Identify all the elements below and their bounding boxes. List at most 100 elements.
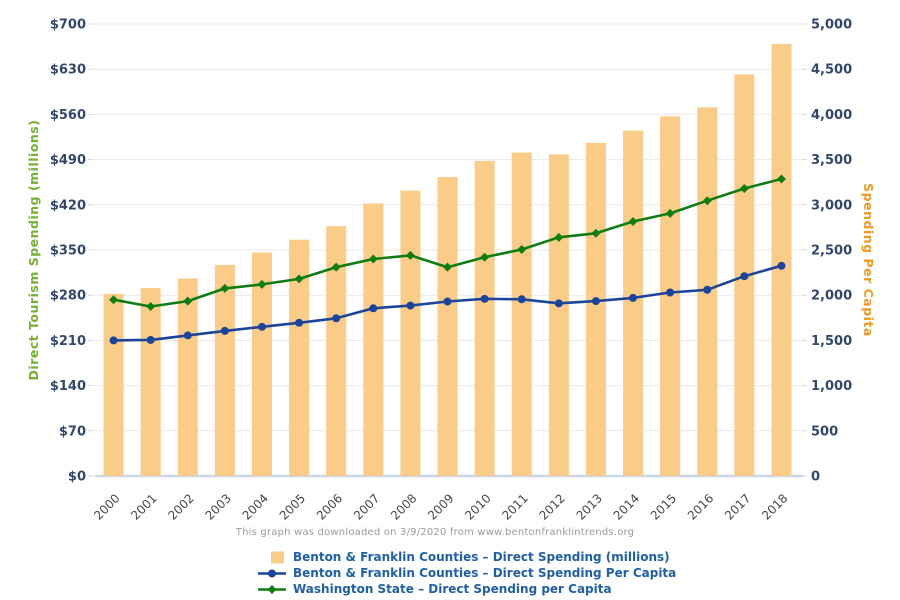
county-per-capita-point-2016: [703, 285, 712, 294]
line-circle-marker-icon: [258, 569, 286, 577]
legend-item-county-spending: Benton & Franklin Counties – Direct Spen…: [257, 549, 676, 565]
left-axis-tick-label: $420: [50, 198, 86, 213]
right-axis-tick-label: 4,500: [811, 63, 852, 78]
state-per-capita-point-2011: [517, 245, 527, 255]
right-axis-tick-label: 2,000: [811, 289, 852, 304]
state-per-capita-point-2000: [109, 295, 119, 305]
bar-2009: [437, 177, 458, 476]
bar-2008: [400, 190, 421, 476]
right-axis-tick-label: 0: [811, 470, 820, 485]
left-axis-tick-label: $560: [50, 108, 86, 123]
bar-2004: [251, 252, 272, 476]
bar-swatch-icon: [271, 551, 284, 563]
county-per-capita-point-2010: [480, 294, 489, 303]
bar-2018: [771, 44, 792, 476]
x-axis-tick-label-2018: 2018: [759, 491, 790, 522]
county-per-capita-point-2013: [591, 297, 600, 306]
right-axis-title: Spending Per Capita: [861, 183, 876, 337]
county-per-capita-point-2000: [109, 336, 118, 345]
county-per-capita-point-2007: [369, 304, 378, 313]
bar-2002: [177, 278, 198, 476]
county-per-capita-point-2009: [443, 297, 452, 306]
state-per-capita-point-2004: [257, 279, 267, 289]
x-axis-tick-label-2007: 2007: [351, 491, 382, 522]
county-per-capita-point-2014: [629, 293, 638, 302]
county-per-capita-point-2017: [740, 272, 749, 281]
bar-2007: [363, 203, 384, 476]
x-axis-tick-label-2014: 2014: [611, 491, 642, 522]
left-axis-tick-label: $210: [50, 334, 86, 349]
state-per-capita-point-2005: [294, 274, 304, 284]
bar-2013: [585, 142, 606, 476]
county-per-capita-point-2003: [220, 326, 229, 335]
x-axis-tick-label-2005: 2005: [277, 491, 308, 522]
county-per-capita-point-2018: [777, 261, 786, 270]
state-per-capita-point-2009: [443, 262, 452, 272]
state-per-capita-point-2007: [368, 254, 378, 264]
x-axis-tick-label-2001: 2001: [128, 491, 159, 522]
right-axis-tick-label: 2,500: [811, 244, 852, 259]
state-per-capita-point-2013: [591, 228, 601, 238]
legend: Benton & Franklin Counties – Direct Spen…: [257, 549, 676, 597]
right-axis-tick-label: 1,500: [811, 334, 852, 349]
state-per-capita-point-2014: [628, 217, 638, 227]
bar-2011: [511, 152, 532, 477]
bar-2000: [103, 293, 124, 476]
county-per-capita-point-2008: [406, 301, 415, 310]
left-axis-tick-label: $0: [68, 470, 86, 485]
state-per-capita-point-2002: [183, 296, 193, 306]
x-axis-tick-label-2012: 2012: [536, 491, 567, 522]
left-axis-tick-label: $280: [50, 289, 86, 304]
state-per-capita-point-2012: [554, 232, 564, 242]
legend-item-state-per-capita: Washington State – Direct Spending per C…: [257, 581, 676, 597]
county-per-capita-point-2002: [183, 331, 192, 340]
legend-label: Washington State – Direct Spending per C…: [293, 582, 612, 596]
left-axis-tick-label: $630: [50, 63, 86, 78]
left-axis-tick-label: $350: [50, 244, 86, 259]
right-axis-tick-label: 500: [811, 424, 838, 439]
chart-plot-area: $0 $70 $140 $210 $280 $350 $420 $490 $560 $630 $70…: [26, 18, 876, 523]
left-axis-title: Direct Tourism Spending (millions): [26, 120, 41, 381]
legend-label: Benton & Franklin Counties – Direct Spen…: [293, 566, 677, 580]
bar-2005: [289, 239, 310, 476]
state-per-capita-point-2018: [776, 174, 786, 184]
left-axis-tick-label: $700: [50, 18, 86, 33]
bar-2001: [140, 288, 161, 476]
bar-2010: [474, 160, 495, 477]
bar-2003: [214, 264, 235, 476]
download-attribution: This graph was downloaded on 3/9/2020 fr…: [235, 527, 635, 538]
left-axis-tick-label: $140: [50, 379, 86, 394]
right-axis-tick-label: 1,000: [811, 379, 852, 394]
bar-2014: [623, 130, 644, 477]
state-per-capita-point-2010: [480, 252, 490, 262]
right-axis-tick-label: 3,500: [811, 153, 852, 168]
county-per-capita-point-2011: [517, 295, 526, 304]
county-per-capita-point-2015: [666, 288, 675, 297]
left-axis-tick-label: $70: [59, 424, 86, 439]
county-per-capita-point-2004: [257, 322, 266, 331]
legend-item-county-per-capita: Benton & Franklin Counties – Direct Spen…: [257, 565, 676, 581]
right-axis-tick-label: 5,000: [811, 18, 852, 33]
line-diamond-marker-icon: [258, 584, 286, 594]
bar-2006: [326, 226, 347, 476]
x-axis-tick-label-2011: 2011: [499, 491, 530, 522]
state-per-capita-point-2015: [665, 208, 675, 218]
right-axis-tick-label: 3,000: [811, 198, 852, 213]
right-axis-tick-label: 4,000: [811, 108, 852, 123]
x-axis-tick-label-2010: 2010: [462, 491, 493, 522]
state-per-capita-point-2006: [331, 262, 341, 272]
state-per-capita-point-2003: [220, 283, 230, 293]
state-per-capita-point-2008: [405, 250, 415, 260]
x-axis-tick-label-2015: 2015: [648, 491, 679, 522]
x-axis-tick-label-2004: 2004: [240, 491, 271, 522]
x-axis-tick-label-2003: 2003: [202, 491, 233, 522]
state-per-capita-point-2016: [702, 196, 712, 206]
x-axis-tick-label-2016: 2016: [685, 491, 716, 522]
bar-2012: [548, 154, 569, 477]
x-axis-tick-label-2000: 2000: [91, 491, 122, 522]
state-per-capita-point-2017: [739, 184, 749, 194]
x-axis-tick-label-2017: 2017: [722, 491, 753, 522]
county-per-capita-point-2001: [146, 335, 155, 344]
left-axis-tick-label: $490: [50, 153, 86, 168]
